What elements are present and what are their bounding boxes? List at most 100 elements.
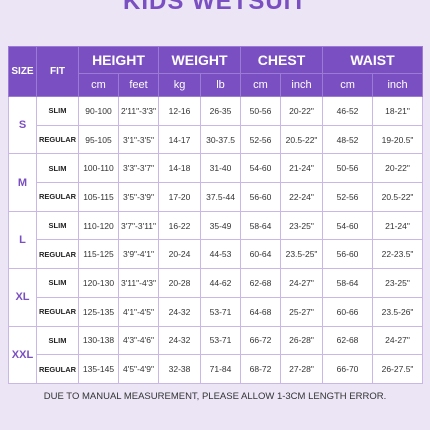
size-row: REGULAR 115-125 3'9"-4'1" 20-24 44-53 60-64 23… <box>9 239 424 270</box>
size-table: SIZE FIT HEIGHT WEIGHT CHEST WAIST cm feet kg lb c… <box>8 46 424 384</box>
fit-cell: SLIM <box>36 268 79 298</box>
group-header: HEIGHT <box>77 46 160 74</box>
size-row: M SLIM 100-110 3'3"-3'7" 14-18 31-40 54-60 21-2… <box>8 153 424 212</box>
value-cell: 3'7"-3'11" <box>117 210 160 241</box>
value-cell: 2'11"-3'3" <box>117 96 160 126</box>
value-cell: 100-110 <box>78 153 119 184</box>
value-cell: 18-21" <box>372 96 424 126</box>
value-cell: 14-17 <box>158 124 202 155</box>
value-cell: 3'9"-4'1" <box>117 239 160 270</box>
value-cell: 44-62 <box>200 268 242 298</box>
size-row: XXL SLIM 130-138 4'3"-4'6" 24-32 53-71 66-72 26… <box>8 325 424 384</box>
size-cell: XL <box>8 268 37 327</box>
fit-cell: SLIM <box>36 153 79 184</box>
value-cell: 4'1"-4'5" <box>117 296 160 327</box>
value-cell: 20-22" <box>372 153 424 184</box>
value-cell: 60-64 <box>240 239 282 270</box>
size-row: REGULAR 135-145 4'5"-4'9" 32-38 71-84 68-72 27… <box>9 354 424 384</box>
value-cell: 26-35 <box>200 96 242 126</box>
unit-header: kg <box>158 73 202 97</box>
value-cell: 35-49 <box>200 210 242 241</box>
value-cell: 23-25" <box>372 268 424 298</box>
value-cell: 32-38 <box>158 354 202 384</box>
value-cell: 62-68 <box>240 268 282 298</box>
value-cell: 53-71 <box>200 296 242 327</box>
value-cell: 130-138 <box>78 325 119 356</box>
unit-header: cm <box>240 73 282 97</box>
value-cell: 66-72 <box>240 325 282 356</box>
size-row: REGULAR 105-115 3'5"-3'9" 17-20 37.5-44 56-60… <box>9 182 424 212</box>
value-cell: 68-72 <box>240 354 282 384</box>
value-cell: 17-20 <box>158 182 202 212</box>
value-cell: 105-115 <box>78 182 119 212</box>
fit-cell: REGULAR <box>36 239 79 270</box>
value-cell: 24-27" <box>280 268 324 298</box>
value-cell: 12-16 <box>158 96 202 126</box>
unit-header: inch <box>372 73 424 97</box>
size-row: S SLIM 90-100 2'11"-3'3" 12-16 26-35 50-56 20-2… <box>8 95 424 155</box>
value-cell: 62-68 <box>322 325 374 356</box>
value-cell: 20-28 <box>158 268 202 298</box>
value-cell: 71-84 <box>200 354 242 384</box>
unit-header: cm <box>322 73 374 97</box>
group-header: WEIGHT <box>158 46 242 74</box>
fit-header: FIT <box>36 46 79 97</box>
value-cell: 3'3"-3'7" <box>117 153 160 184</box>
value-cell: 37.5-44 <box>200 182 242 212</box>
value-cell: 23-25" <box>280 210 324 241</box>
value-cell: 23.5-25" <box>280 239 324 270</box>
value-cell: 56-60 <box>322 239 374 270</box>
value-cell: 95-105 <box>78 124 119 155</box>
value-cell: 25-27" <box>280 296 324 327</box>
fit-cell: SLIM <box>36 325 79 356</box>
value-cell: 3'11"-4'3" <box>117 268 160 298</box>
value-cell: 20.5-22" <box>372 182 424 212</box>
value-cell: 66-70 <box>322 354 374 384</box>
value-cell: 26-28" <box>280 325 324 356</box>
size-row: L SLIM 110-120 3'7"-3'11" 16-22 35-49 58-64 23-… <box>8 210 424 270</box>
value-cell: 56-60 <box>240 182 282 212</box>
value-cell: 16-22 <box>158 210 202 241</box>
value-cell: 3'1"-3'5" <box>117 124 160 155</box>
size-row: XL SLIM 120-130 3'11"-4'3" 20-28 44-62 62-68 24… <box>8 268 424 327</box>
value-cell: 58-64 <box>240 210 282 241</box>
title: KIDS WETSUIT <box>123 0 307 15</box>
value-cell: 23.5-26" <box>372 296 424 327</box>
value-cell: 24-32 <box>158 325 202 356</box>
value-cell: 27-28" <box>280 354 324 384</box>
value-cell: 20-24 <box>158 239 202 270</box>
value-cell: 60-66 <box>322 296 374 327</box>
size-cell: L <box>8 210 37 270</box>
value-cell: 20-22" <box>280 96 324 126</box>
size-cell: M <box>8 153 37 212</box>
value-cell: 24-27" <box>372 325 424 356</box>
value-cell: 58-64 <box>322 268 374 298</box>
value-cell: 4'3"-4'6" <box>117 325 160 356</box>
value-cell: 135-145 <box>78 354 119 384</box>
value-cell: 110-120 <box>78 210 119 241</box>
size-row: REGULAR 125-135 4'1"-4'5" 24-32 53-71 64-68 25… <box>9 296 424 327</box>
group-header: CHEST <box>240 46 324 74</box>
value-cell: 64-68 <box>240 296 282 327</box>
value-cell: 21-24" <box>372 210 424 241</box>
value-cell: 50-56 <box>322 153 374 184</box>
value-cell: 54-60 <box>240 153 282 184</box>
fit-cell: REGULAR <box>36 296 79 327</box>
header-row: SIZE FIT HEIGHT WEIGHT CHEST WAIST <box>8 46 424 97</box>
unit-header: cm <box>78 73 119 97</box>
value-cell: 90-100 <box>78 96 119 126</box>
unit-header: feet <box>117 73 160 97</box>
size-header: SIZE <box>8 46 37 97</box>
value-cell: 19-20.5" <box>372 124 424 155</box>
size-cell: XXL <box>8 325 37 384</box>
fit-cell: SLIM <box>36 96 79 126</box>
value-cell: 3'5"-3'9" <box>117 182 160 212</box>
fit-cell: REGULAR <box>36 182 79 212</box>
value-cell: 22-24" <box>280 182 324 212</box>
unit-row: cm feet kg lb cm inch cm inch <box>9 73 424 97</box>
value-cell: 24-32 <box>158 296 202 327</box>
value-cell: 4'5"-4'9" <box>117 354 160 384</box>
value-cell: 125-135 <box>78 296 119 327</box>
value-cell: 115-125 <box>78 239 119 270</box>
